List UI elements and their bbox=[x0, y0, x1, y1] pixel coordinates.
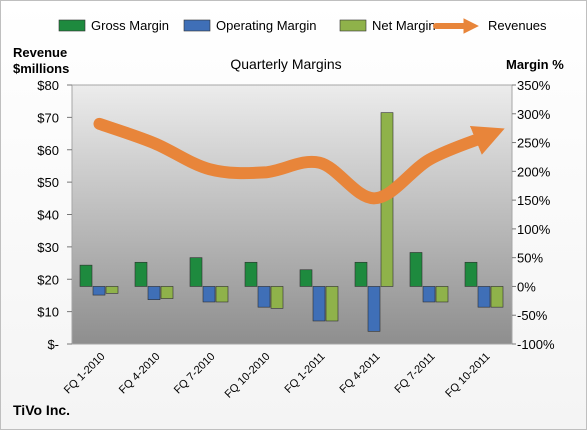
bar-operating-margin bbox=[312, 286, 326, 322]
legend-label-revenues: Revenues bbox=[488, 18, 547, 33]
bar-operating-margin bbox=[422, 286, 436, 303]
left-tick-label: $10 bbox=[37, 305, 59, 320]
right-tick-label: 300% bbox=[517, 107, 551, 122]
chart-title: Quarterly Margins bbox=[230, 56, 341, 72]
company-label: TiVo Inc. bbox=[13, 402, 70, 418]
bar-gross-margin bbox=[409, 252, 423, 287]
bar-gross-margin bbox=[299, 269, 313, 287]
x-tick-label: FQ 1-2010 bbox=[62, 351, 108, 397]
bar-gross-margin bbox=[354, 261, 368, 287]
right-tick-label: 200% bbox=[517, 164, 551, 179]
bar-net-margin bbox=[215, 286, 229, 303]
x-tick-label: FQ 4-2010 bbox=[117, 351, 163, 397]
right-tick-label: -50% bbox=[517, 308, 548, 323]
legend-label-net-margin: Net Margin bbox=[372, 18, 436, 33]
bar-gross-margin bbox=[464, 261, 478, 287]
right-axis-label: Margin % bbox=[506, 57, 564, 72]
left-tick-label: $60 bbox=[37, 143, 59, 158]
left-tick-label: $20 bbox=[37, 272, 59, 287]
bar-operating-margin bbox=[257, 286, 271, 308]
right-tick-label: 50% bbox=[517, 251, 543, 266]
bar-gross-margin bbox=[79, 264, 93, 287]
x-tick-label: FQ 1-2011 bbox=[283, 351, 328, 396]
right-tick-label: 150% bbox=[517, 193, 551, 208]
bar-net-margin bbox=[490, 286, 504, 308]
bar-operating-margin bbox=[147, 286, 161, 300]
left-tick-label: $30 bbox=[37, 240, 59, 255]
legend-swatch-gross-margin bbox=[58, 19, 86, 32]
bar-operating-margin bbox=[367, 286, 381, 332]
bar-operating-margin bbox=[202, 286, 216, 303]
left-tick-label: $50 bbox=[37, 175, 59, 190]
legend-label-operating-margin: Operating Margin bbox=[216, 18, 316, 33]
right-tick-label: 250% bbox=[517, 136, 551, 151]
bar-gross-margin bbox=[189, 257, 203, 287]
legend-swatch-operating-margin bbox=[183, 19, 211, 32]
bar-gross-margin bbox=[244, 261, 258, 287]
revenue-line-path bbox=[93, 117, 505, 205]
right-axis: -100% -50% 0% 50% 100% 150% 200% 250% 300% 350% bbox=[512, 78, 555, 352]
bar-net-margin bbox=[160, 286, 174, 299]
left-tick-label: $- bbox=[47, 337, 59, 352]
bar-series bbox=[79, 112, 504, 332]
left-axis-label-line2: $millions bbox=[13, 61, 69, 76]
bar-gross-margin bbox=[134, 261, 148, 287]
x-tick-label: FQ 7-2010 bbox=[172, 351, 218, 397]
plot-area bbox=[71, 84, 513, 345]
revenue-line bbox=[93, 117, 505, 205]
bar-net-margin bbox=[325, 286, 339, 322]
legend-label-gross-margin: Gross Margin bbox=[91, 18, 169, 33]
right-tick-label: 350% bbox=[517, 78, 551, 93]
right-tick-label: 100% bbox=[517, 222, 551, 237]
bar-net-margin bbox=[435, 286, 449, 303]
left-tick-label: $80 bbox=[37, 78, 59, 93]
x-tick-label: FQ 7-2011 bbox=[393, 351, 438, 396]
bar-net-margin bbox=[105, 286, 119, 294]
legend-swatch-net-margin bbox=[339, 19, 367, 32]
left-axis-label-line1: Revenue bbox=[13, 45, 67, 60]
bar-operating-margin bbox=[477, 286, 491, 308]
x-tick-label: FQ 10-2011 bbox=[443, 351, 492, 400]
bar-net-margin bbox=[270, 286, 284, 309]
left-tick-label: $40 bbox=[37, 208, 59, 223]
left-axis: $- $10 $20 $30 $40 $50 $60 $70 $80 bbox=[37, 78, 72, 352]
x-axis: FQ 1-2010 FQ 4-2010 FQ 7-2010 FQ 10-2010 FQ … bbox=[62, 351, 493, 401]
x-tick-label: FQ 10-2010 bbox=[223, 351, 273, 401]
legend: Gross Margin Operating Margin Net Margin Re… bbox=[58, 18, 547, 34]
right-tick-label: -100% bbox=[517, 337, 555, 352]
x-tick-label: FQ 4-2011 bbox=[338, 351, 383, 396]
right-tick-label: 0% bbox=[517, 279, 536, 294]
left-tick-label: $70 bbox=[37, 110, 59, 125]
bar-operating-margin bbox=[92, 286, 106, 296]
